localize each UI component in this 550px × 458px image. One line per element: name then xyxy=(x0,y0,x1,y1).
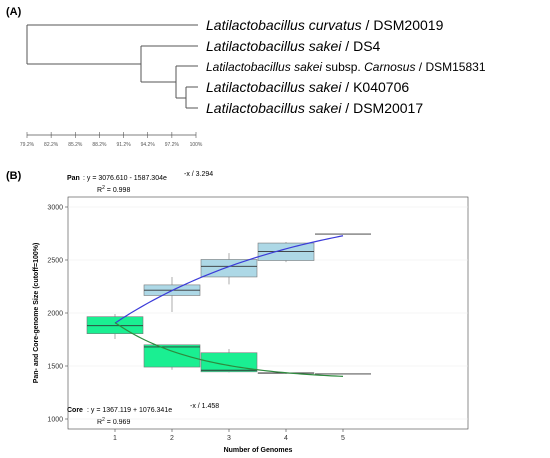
taxon-3-genus: Latilactobacillus xyxy=(206,60,291,74)
pan-box-2 xyxy=(143,276,201,312)
pan-box-4 xyxy=(257,241,315,263)
x-tick-label: 5 xyxy=(341,435,345,442)
similarity-tick-label: 97.2% xyxy=(165,142,180,148)
similarity-tick-label: 79.2% xyxy=(20,142,35,148)
box-plots xyxy=(86,233,371,375)
similarity-tick-label: 94.2% xyxy=(141,142,156,148)
similarity-tick-label: 88.2% xyxy=(92,142,107,148)
taxon-4-genus: Latilactobacillus xyxy=(206,79,305,95)
similarity-tick-label: 82.2% xyxy=(44,142,59,148)
box-body xyxy=(86,316,144,334)
core-box-1 xyxy=(86,314,144,339)
taxon-5-strain: / DSM20017 xyxy=(341,100,423,116)
core-fit-curve xyxy=(114,322,344,377)
pan-formula-label: Pan xyxy=(67,175,80,182)
taxon-1-genus: Latilactobacillus xyxy=(206,17,305,33)
fit-curves xyxy=(114,235,344,377)
y-tick-label: 2500 xyxy=(47,258,63,265)
taxon-4-strain: / K040706 xyxy=(341,79,409,95)
taxon-2-strain: / DS4 xyxy=(341,38,380,54)
similarity-ticks: 79.2% 82.2% 85.2% 88.2% 91.2% 94.2% 97.2% 100% xyxy=(20,132,203,148)
dendrogram xyxy=(26,24,198,109)
similarity-tick-label: 91.2% xyxy=(116,142,131,148)
pan-formula: Pan : y = 3076.610 - 1587.304e -x / 3.29… xyxy=(67,171,213,194)
taxon-3-species: sakei xyxy=(294,60,322,74)
core-formula-label: Core xyxy=(67,407,83,414)
pan-fit-curve xyxy=(114,235,344,324)
x-axis-ticks: 1 2 3 4 5 xyxy=(113,429,345,442)
core-formula-exponent: -x / 1.458 xyxy=(190,403,219,410)
taxon-1-species: curvatus xyxy=(309,17,362,33)
pan-box-3 xyxy=(200,253,258,285)
taxon-5-species: sakei xyxy=(309,100,343,116)
x-axis-title: Number of Genomes xyxy=(224,447,293,454)
similarity-tick-label: 85.2% xyxy=(68,142,83,148)
taxon-2-genus: Latilactobacillus xyxy=(206,38,305,54)
y-tick-label: 1000 xyxy=(47,417,63,424)
taxon-label-2: Latilactobacillus sakei / DS4 xyxy=(206,38,381,54)
y-tick-label: 2000 xyxy=(47,311,63,318)
y-axis-ticks: 1000 1500 2000 2500 3000 xyxy=(47,205,68,424)
y-axis-title: Pan- and Core-genome Size (cutoff=100%) xyxy=(33,243,40,384)
taxon-4-species: sakei xyxy=(309,79,343,95)
taxon-label-1: Latilactobacillus curvatus / DSM20019 xyxy=(206,17,444,33)
taxon-label-4: Latilactobacillus sakei / K040706 xyxy=(206,79,409,95)
panel-a-label: (A) xyxy=(6,6,22,18)
similarity-scale: 79.2% 82.2% 85.2% 88.2% 91.2% 94.2% 97.2% 100% xyxy=(20,132,203,148)
pan-r2-value: = 0.998 xyxy=(105,187,131,194)
x-tick-label: 4 xyxy=(284,435,288,442)
pan-r2-superscript: 2 xyxy=(102,185,105,191)
pan-formula-equation: : y = 3076.610 - 1587.304e xyxy=(83,175,167,182)
y-tick-label: 1500 xyxy=(47,364,63,371)
taxon-1-strain: / DSM20019 xyxy=(362,17,444,33)
taxon-3-subsp-name: Carnosus xyxy=(364,60,415,74)
pan-r2: R2 = 0.998 xyxy=(97,185,130,194)
core-r2-superscript: 2 xyxy=(102,417,105,423)
core-r2-symbol: R xyxy=(97,419,102,426)
core-formula: Core : y = 1367.119 + 1076.341e -x / 1.4… xyxy=(67,403,219,426)
core-r2-value: = 0.969 xyxy=(105,419,131,426)
core-formula-equation: : y = 1367.119 + 1076.341e xyxy=(87,407,172,414)
taxon-2-species: sakei xyxy=(309,38,343,54)
box-body xyxy=(200,352,258,373)
core-r2: R2 = 0.969 xyxy=(97,417,130,426)
x-tick-label: 3 xyxy=(227,435,231,442)
y-tick-label: 3000 xyxy=(47,205,63,212)
core-box-2 xyxy=(143,344,201,370)
taxon-5-genus: Latilactobacillus xyxy=(206,100,305,116)
similarity-tick-label: 100% xyxy=(190,142,203,148)
taxon-label-3: Latilactobacillus sakei subsp. Carnosus … xyxy=(206,60,486,74)
pan-formula-exponent: -x / 3.294 xyxy=(184,171,213,178)
x-tick-label: 2 xyxy=(170,435,174,442)
core-box-3 xyxy=(200,349,258,373)
taxon-3-strain: / DSM15831 xyxy=(415,60,485,74)
panel-b-label: (B) xyxy=(6,170,22,182)
taxon-label-5: Latilactobacillus sakei / DSM20017 xyxy=(206,100,423,116)
box-body xyxy=(143,344,201,368)
pan-r2-symbol: R xyxy=(97,187,102,194)
plot-gridlines xyxy=(68,206,468,420)
x-tick-label: 1 xyxy=(113,435,117,442)
box-body xyxy=(200,259,258,278)
taxon-3-subsp: subsp. xyxy=(322,60,364,74)
